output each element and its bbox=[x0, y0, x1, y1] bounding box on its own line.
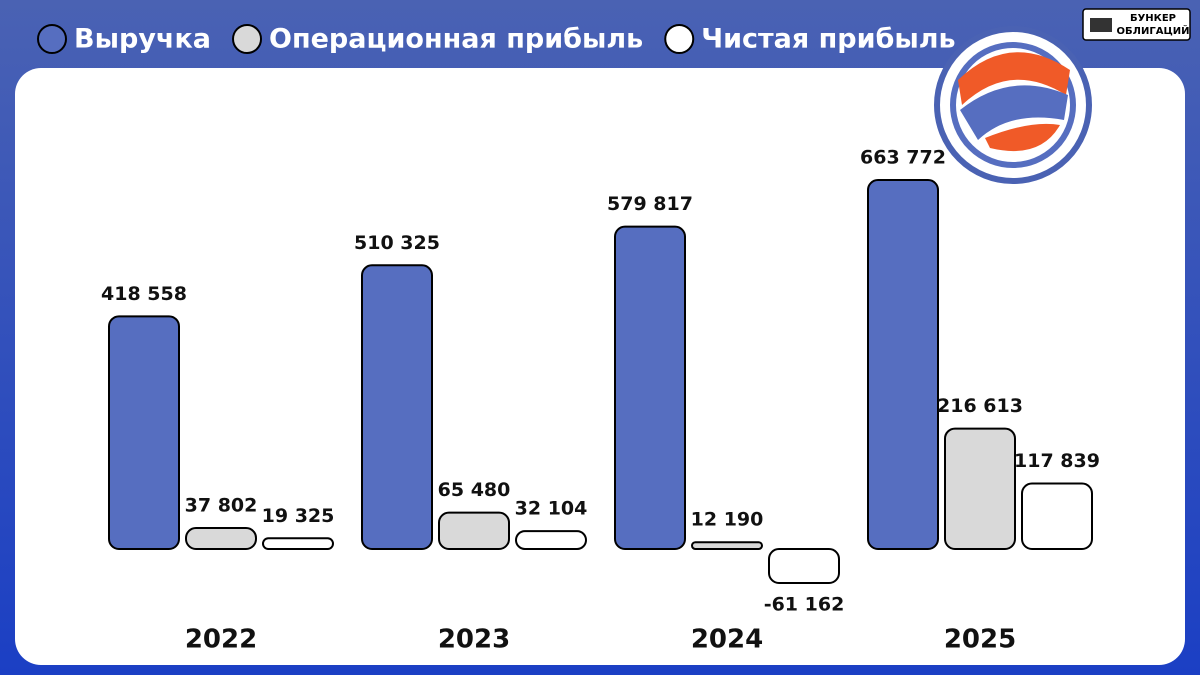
value-label: 12 190 bbox=[691, 509, 764, 531]
logo-stripe bbox=[960, 85, 1068, 140]
value-label: 418 558 bbox=[101, 283, 187, 305]
brand: БУНКЕР ОБЛИГАЦИЙ bbox=[1082, 8, 1191, 41]
bar bbox=[614, 225, 686, 550]
legend-swatch bbox=[232, 24, 263, 54]
legend-label: Выручка bbox=[74, 24, 211, 55]
bar bbox=[185, 526, 257, 551]
x-tick-label: 2022 bbox=[185, 625, 257, 655]
bar bbox=[361, 264, 433, 550]
bar bbox=[515, 530, 587, 551]
x-tick-label: 2023 bbox=[438, 625, 510, 655]
value-label: 19 325 bbox=[262, 505, 335, 527]
bar bbox=[867, 179, 939, 550]
value-label: 510 325 bbox=[354, 232, 440, 254]
bar bbox=[262, 537, 334, 550]
logo-stripe bbox=[958, 52, 1070, 105]
logo bbox=[934, 26, 1092, 184]
x-tick-label: 2024 bbox=[691, 625, 763, 655]
value-label: 117 839 bbox=[1014, 450, 1100, 472]
legend-label: Чистая прибыль bbox=[701, 24, 955, 55]
legend-swatch bbox=[664, 24, 695, 54]
value-label: 65 480 bbox=[438, 479, 511, 501]
legend-label: Операционная прибыль bbox=[269, 24, 643, 55]
value-label: 32 104 bbox=[515, 498, 588, 520]
brand-text: БУНКЕР bbox=[1130, 13, 1176, 24]
bar bbox=[438, 511, 510, 550]
brand-icon bbox=[1090, 18, 1112, 32]
bar bbox=[944, 427, 1016, 550]
logo-stripe bbox=[985, 123, 1060, 152]
x-tick-label: 2025 bbox=[944, 625, 1016, 655]
legend-swatch bbox=[37, 24, 67, 54]
value-label: 579 817 bbox=[607, 193, 693, 215]
bar bbox=[108, 315, 180, 550]
value-label: 216 613 bbox=[937, 395, 1023, 417]
value-label: 663 772 bbox=[860, 147, 946, 169]
brand-box bbox=[1082, 8, 1191, 41]
value-label: -61 162 bbox=[764, 594, 845, 616]
bar bbox=[1021, 482, 1093, 550]
brand-text: ОБЛИГАЦИЙ bbox=[1117, 24, 1190, 37]
value-label: 37 802 bbox=[185, 494, 258, 516]
bar bbox=[768, 548, 840, 585]
bar bbox=[691, 541, 763, 550]
